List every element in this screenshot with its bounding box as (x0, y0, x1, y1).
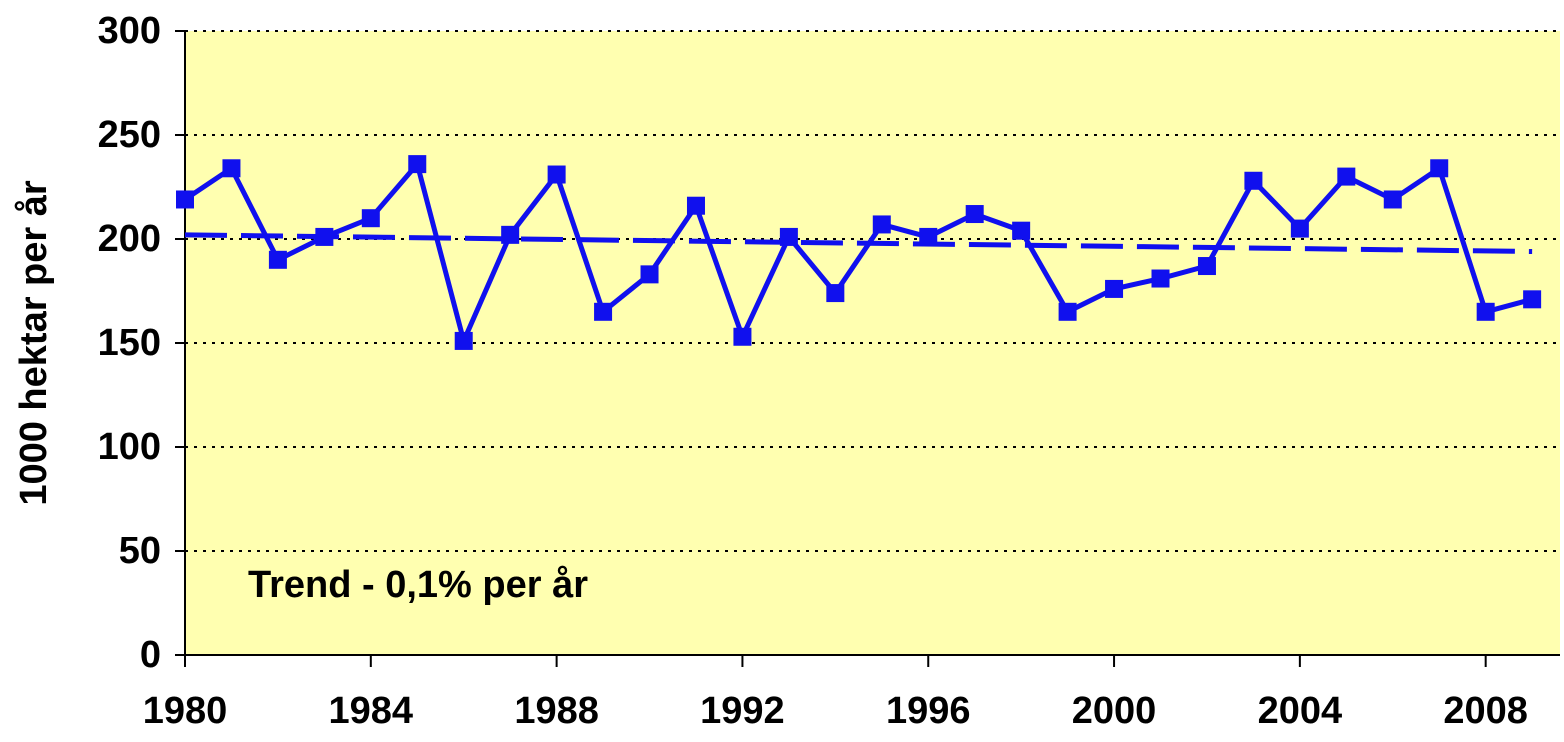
y-tick-label: 250 (98, 114, 161, 156)
y-tick-label: 100 (98, 426, 161, 468)
data-point (1058, 302, 1077, 321)
data-point (222, 159, 241, 178)
data-point (826, 284, 845, 303)
data-point (594, 302, 613, 321)
data-point (1290, 219, 1309, 238)
x-tick-label: 1984 (329, 690, 414, 732)
x-tick-label: 1988 (514, 690, 599, 732)
y-tick-label: 200 (98, 218, 161, 260)
x-tick-label: 2000 (1072, 690, 1157, 732)
x-tick-label: 1992 (700, 690, 785, 732)
data-point (315, 227, 334, 246)
x-tick-label: 1980 (143, 690, 228, 732)
plot-area (185, 31, 1560, 655)
data-point (686, 196, 705, 215)
data-point (919, 227, 938, 246)
y-tick-label: 150 (98, 322, 161, 364)
data-point (1383, 190, 1402, 209)
data-point (1244, 171, 1263, 190)
trend-line (184, 232, 1533, 254)
x-tick-label: 2008 (1443, 690, 1528, 732)
x-tick-label: 1996 (886, 690, 971, 732)
data-point (408, 155, 427, 174)
data-point (640, 265, 659, 284)
data-point (1337, 167, 1356, 186)
data-point (1105, 279, 1124, 298)
data-point (547, 165, 566, 184)
y-tick-label: 50 (119, 530, 161, 572)
data-point (176, 190, 194, 209)
data-point (1151, 269, 1170, 288)
data-point (1430, 159, 1449, 178)
data-point (454, 331, 473, 350)
data-point (733, 327, 752, 346)
y-axis-label: 1000 hektar per år (13, 180, 55, 506)
annotation: Trend - 0,1% per år (248, 564, 588, 606)
data-point (1012, 221, 1031, 240)
data-point (501, 225, 520, 244)
data-point (1197, 257, 1216, 276)
y-tick-label: 0 (140, 634, 161, 676)
x-tick-label: 2004 (1258, 690, 1343, 732)
data-point (1523, 290, 1542, 309)
data-point (965, 205, 984, 224)
data-point (779, 227, 798, 246)
data-point (361, 209, 380, 228)
data-point (1476, 302, 1495, 321)
data-point (872, 215, 891, 234)
data-point (268, 250, 287, 269)
y-tick-label: 300 (98, 10, 161, 52)
